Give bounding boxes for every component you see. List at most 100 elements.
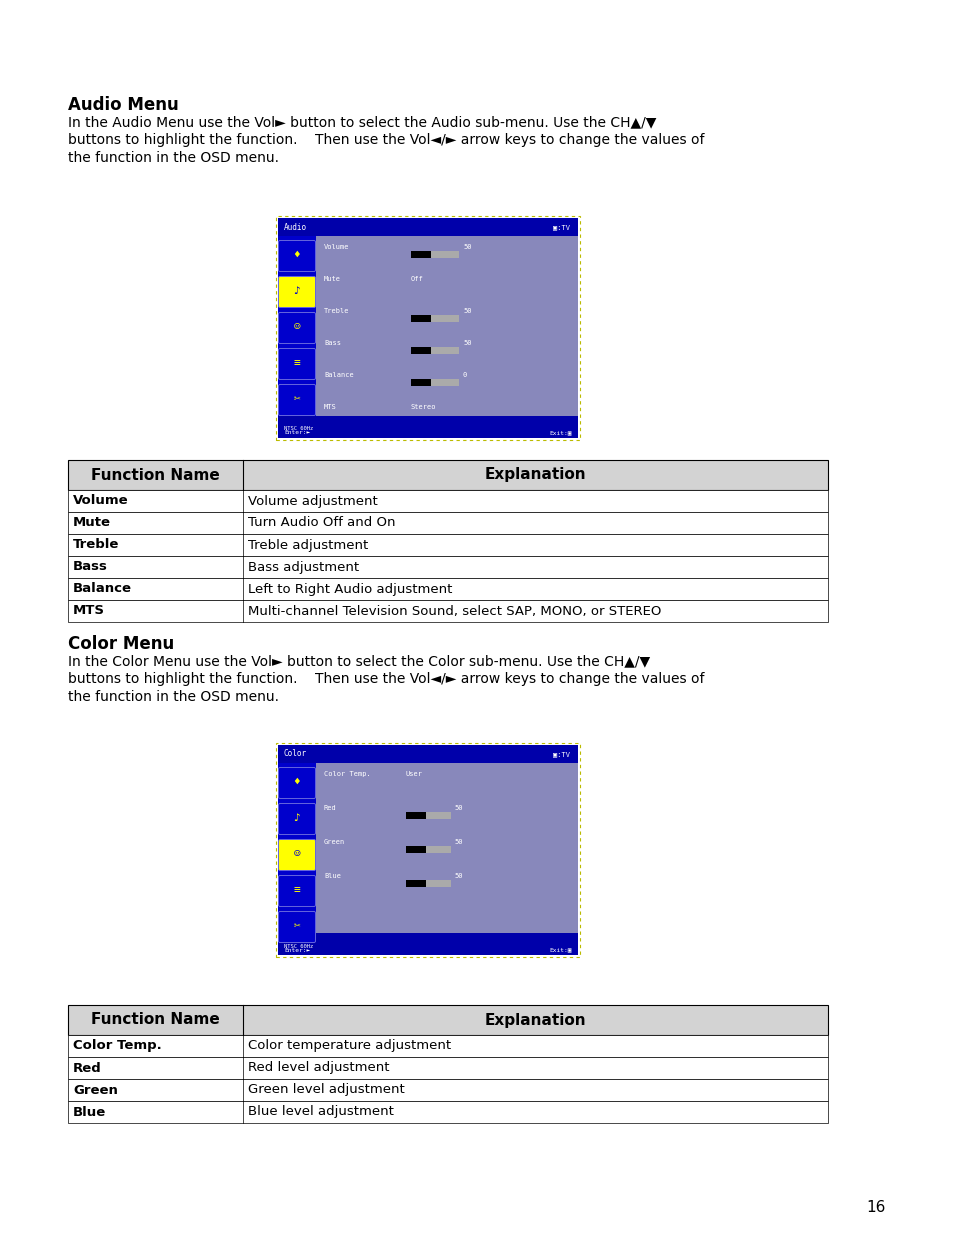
Text: 50: 50 (462, 245, 471, 249)
FancyBboxPatch shape (278, 348, 315, 379)
Text: Volume: Volume (73, 494, 129, 508)
Bar (68, 534, 827, 556)
Text: ✂: ✂ (294, 921, 300, 931)
FancyBboxPatch shape (278, 767, 315, 799)
Text: Blue: Blue (73, 1105, 106, 1119)
Text: Treble: Treble (73, 538, 119, 552)
Text: 50: 50 (462, 308, 471, 314)
Bar (68, 1035, 827, 1057)
Text: ▣:TV: ▣:TV (553, 224, 569, 230)
Bar (68, 1057, 827, 1079)
FancyBboxPatch shape (278, 277, 315, 308)
Text: Volume: Volume (324, 245, 349, 249)
Text: Mute: Mute (73, 516, 111, 530)
Text: Mute: Mute (324, 275, 340, 282)
Bar (411, 379, 431, 387)
Bar (68, 1100, 827, 1123)
Bar (411, 251, 458, 258)
Bar (277, 745, 578, 955)
Text: ≡: ≡ (294, 358, 300, 368)
Text: ▣:TV: ▣:TV (553, 751, 569, 757)
Bar (68, 600, 827, 622)
Text: Exit:▣: Exit:▣ (549, 947, 572, 952)
Bar (411, 379, 458, 387)
Text: Balance: Balance (73, 583, 132, 595)
Text: Color Temp.: Color Temp. (73, 1040, 162, 1052)
Bar (68, 578, 827, 600)
Text: Audio: Audio (284, 222, 307, 231)
Text: Function Name: Function Name (91, 468, 219, 483)
Bar (277, 763, 315, 932)
Bar (315, 763, 578, 932)
Text: Treble adjustment: Treble adjustment (248, 538, 368, 552)
Text: Green: Green (73, 1083, 118, 1097)
Text: 50: 50 (454, 873, 462, 879)
Bar (406, 881, 426, 887)
Text: Red: Red (73, 1062, 102, 1074)
Bar (68, 490, 827, 513)
Text: ≡: ≡ (294, 885, 300, 895)
Text: NTSC 60Hz: NTSC 60Hz (284, 426, 313, 431)
Bar (406, 881, 451, 887)
Text: 16: 16 (865, 1200, 885, 1215)
Text: NTSC 60Hz: NTSC 60Hz (284, 944, 313, 948)
Bar (411, 347, 458, 354)
Text: buttons to highlight the function.    Then use the Vol◄/► arrow keys to change t: buttons to highlight the function. Then … (68, 672, 703, 685)
Text: Bass: Bass (73, 561, 108, 573)
Text: Enter:►: Enter:► (284, 947, 310, 952)
Bar (68, 1079, 827, 1100)
Bar (68, 459, 827, 490)
Bar (68, 1005, 827, 1035)
Text: Explanation: Explanation (484, 1013, 586, 1028)
Bar (315, 236, 578, 416)
Text: 50: 50 (454, 805, 462, 811)
FancyBboxPatch shape (278, 840, 315, 871)
Bar (277, 236, 315, 416)
Text: In the Color Menu use the Vol► button to select the Color sub-menu. Use the CH▲/: In the Color Menu use the Vol► button to… (68, 655, 649, 668)
FancyBboxPatch shape (278, 876, 315, 906)
FancyBboxPatch shape (278, 241, 315, 272)
Text: MTS: MTS (73, 604, 105, 618)
Text: 50: 50 (462, 340, 471, 346)
Bar (275, 743, 579, 957)
Text: ☺: ☺ (294, 848, 300, 860)
Text: ☺: ☺ (294, 322, 300, 332)
Text: Left to Right Audio adjustment: Left to Right Audio adjustment (248, 583, 452, 595)
Bar (68, 513, 827, 534)
Text: Explanation: Explanation (484, 468, 586, 483)
Text: ♦: ♦ (294, 249, 300, 261)
Text: Red: Red (324, 805, 336, 811)
Text: Function Name: Function Name (91, 1013, 219, 1028)
Text: Enter:►: Enter:► (284, 431, 310, 436)
Bar (411, 315, 458, 322)
Text: Blue: Blue (324, 873, 340, 879)
FancyBboxPatch shape (278, 804, 315, 835)
Text: Exit:▣: Exit:▣ (549, 431, 572, 436)
Text: Bass: Bass (324, 340, 340, 346)
Bar (411, 315, 431, 322)
FancyBboxPatch shape (278, 911, 315, 942)
Text: Volume adjustment: Volume adjustment (248, 494, 377, 508)
Bar (277, 219, 578, 236)
Text: Balance: Balance (324, 372, 354, 378)
Bar (411, 347, 431, 354)
Bar (68, 556, 827, 578)
Text: ♦: ♦ (294, 777, 300, 787)
Text: Turn Audio Off and On: Turn Audio Off and On (248, 516, 395, 530)
Text: 0: 0 (462, 372, 467, 378)
Text: ♪: ♪ (294, 813, 300, 823)
Bar (277, 416, 578, 438)
Text: ♪: ♪ (294, 287, 300, 296)
FancyBboxPatch shape (278, 384, 315, 415)
Bar (411, 251, 431, 258)
Text: Stereo: Stereo (411, 404, 436, 410)
FancyBboxPatch shape (278, 312, 315, 343)
Text: Green level adjustment: Green level adjustment (248, 1083, 404, 1097)
Text: In the Audio Menu use the Vol► button to select the Audio sub-menu. Use the CH▲/: In the Audio Menu use the Vol► button to… (68, 115, 656, 128)
Text: Off: Off (411, 275, 423, 282)
Text: 50: 50 (454, 839, 462, 845)
Bar (277, 219, 578, 438)
Text: Red level adjustment: Red level adjustment (248, 1062, 389, 1074)
Bar (406, 811, 451, 819)
Bar (406, 846, 451, 853)
